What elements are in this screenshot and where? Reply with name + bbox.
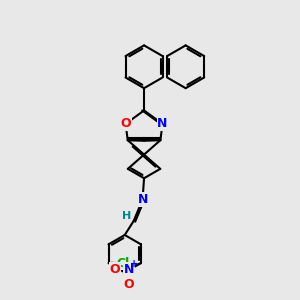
Text: O: O bbox=[120, 117, 131, 130]
Text: +: + bbox=[130, 259, 138, 269]
Text: H: H bbox=[122, 211, 131, 221]
Text: O: O bbox=[110, 263, 120, 276]
Text: N: N bbox=[157, 117, 168, 130]
Text: N: N bbox=[137, 193, 148, 206]
Text: N: N bbox=[124, 263, 134, 276]
Text: Cl: Cl bbox=[117, 256, 130, 270]
Text: O: O bbox=[124, 278, 134, 291]
